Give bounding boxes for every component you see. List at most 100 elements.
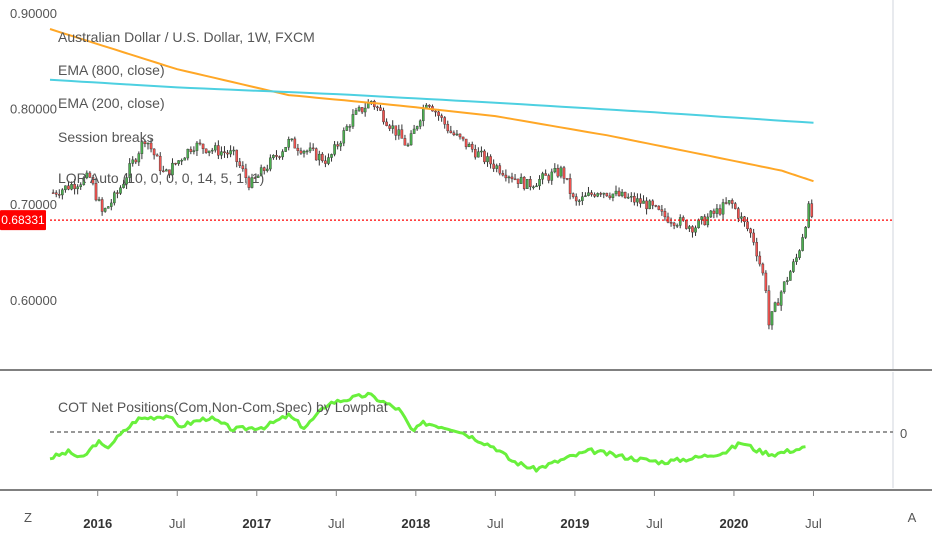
time-tick-label: 2016 xyxy=(83,516,112,531)
auto-scale-toggle[interactable]: A xyxy=(908,510,917,525)
candle-body xyxy=(590,192,593,195)
candle-body xyxy=(697,219,700,229)
candle-body xyxy=(229,150,232,155)
candle-body xyxy=(443,117,447,125)
cot-net-positions-line xyxy=(49,391,806,473)
legend-ema-200: EMA (200, close) xyxy=(58,95,165,111)
candle-body xyxy=(669,222,673,224)
candle-body xyxy=(614,190,618,195)
candle-body xyxy=(244,168,248,178)
candle-body xyxy=(357,107,361,111)
time-tick-label: Jul xyxy=(328,516,345,531)
candle-body xyxy=(480,150,483,153)
candle-body xyxy=(770,311,774,326)
candle-body xyxy=(265,168,269,171)
candle-body xyxy=(415,126,419,130)
candle-body xyxy=(314,148,318,161)
candle-body xyxy=(342,130,346,144)
candle-body xyxy=(764,272,768,291)
candle-body xyxy=(382,110,385,123)
candle-body xyxy=(79,184,83,187)
candle-body xyxy=(785,280,789,282)
candle-body xyxy=(321,153,324,161)
candle-body xyxy=(712,210,716,214)
candle-body xyxy=(412,128,416,134)
candle-body xyxy=(131,159,135,164)
candle-body xyxy=(470,143,474,150)
candle-body xyxy=(599,193,603,195)
candle-body xyxy=(602,192,606,195)
candle-body xyxy=(94,183,98,201)
candle-body xyxy=(767,290,771,326)
candle-body xyxy=(492,163,495,169)
candle-body xyxy=(238,161,242,166)
log-scale-toggle[interactable]: Z xyxy=(24,510,32,525)
price-tick-label: 0.70000 xyxy=(10,197,57,212)
candle-body xyxy=(685,219,688,229)
candle-body xyxy=(782,281,786,293)
candle-body xyxy=(409,133,413,146)
candle-body xyxy=(305,150,309,153)
candle-body xyxy=(568,178,572,194)
candle-body xyxy=(418,120,422,127)
candle-body xyxy=(675,225,679,227)
candle-body xyxy=(253,177,257,179)
indicator-zero-tick: 0 xyxy=(900,426,907,441)
candle-body xyxy=(593,194,596,197)
candle-body xyxy=(779,291,783,306)
candle-body xyxy=(210,149,214,152)
candle-body xyxy=(535,185,538,188)
candle-body xyxy=(201,143,205,150)
candle-body xyxy=(73,184,76,190)
candle-body xyxy=(455,133,459,136)
candle-body xyxy=(336,144,339,147)
candle-body xyxy=(311,147,315,150)
indicator-pane[interactable]: COT Net Positions(Com,Non-Com,Spec) by L… xyxy=(49,372,907,488)
candle-body xyxy=(446,123,450,132)
candle-body xyxy=(727,200,731,204)
candle-body xyxy=(464,138,468,148)
main-pane[interactable] xyxy=(0,0,932,371)
candle-body xyxy=(217,145,220,156)
price-tick-label: 0.90000 xyxy=(10,6,57,21)
candle-body xyxy=(97,199,101,201)
candle-body xyxy=(388,125,391,129)
candle-body xyxy=(565,178,569,180)
candle-body xyxy=(149,142,153,150)
candle-body xyxy=(577,200,581,202)
candle-body xyxy=(629,196,633,198)
time-axis[interactable]: 2016 Jul 2017 Jul 2018 Jul 2019 Jul 2020 Jul xyxy=(83,490,822,531)
time-tick-label: 2018 xyxy=(401,516,430,531)
candle-body xyxy=(143,141,147,145)
candle-body xyxy=(703,216,707,226)
candle-body xyxy=(116,192,119,194)
price-axis[interactable]: 0.90000 0.80000 0.70000 0.60000 xyxy=(10,6,57,308)
candle-body xyxy=(434,110,437,113)
candle-body xyxy=(363,107,367,113)
candle-body xyxy=(642,200,645,204)
candle-body xyxy=(275,155,278,157)
candle-body xyxy=(510,176,514,180)
legend-lor-auto: LOR Auto (10, 0, 0, 0, 14, 5, 1, 1) xyxy=(58,170,264,186)
candle-body xyxy=(140,141,144,154)
candle-body xyxy=(119,187,122,194)
candle-body xyxy=(67,185,70,190)
price-tick-label: 0.80000 xyxy=(10,101,57,116)
candle-body xyxy=(54,192,58,195)
candle-body xyxy=(391,125,395,129)
candle-body xyxy=(287,139,291,148)
candle-body xyxy=(155,154,159,157)
candle-body xyxy=(57,194,61,196)
candle-body xyxy=(207,150,211,153)
last-price-badge-box xyxy=(0,210,46,231)
candle-body xyxy=(559,167,563,177)
candle-body xyxy=(394,125,398,136)
time-tick-label: Jul xyxy=(805,516,822,531)
candle-body xyxy=(262,167,266,171)
candle-body xyxy=(103,208,107,212)
candle-body xyxy=(608,195,612,198)
candle-body xyxy=(519,176,523,184)
candle-body xyxy=(137,153,141,163)
